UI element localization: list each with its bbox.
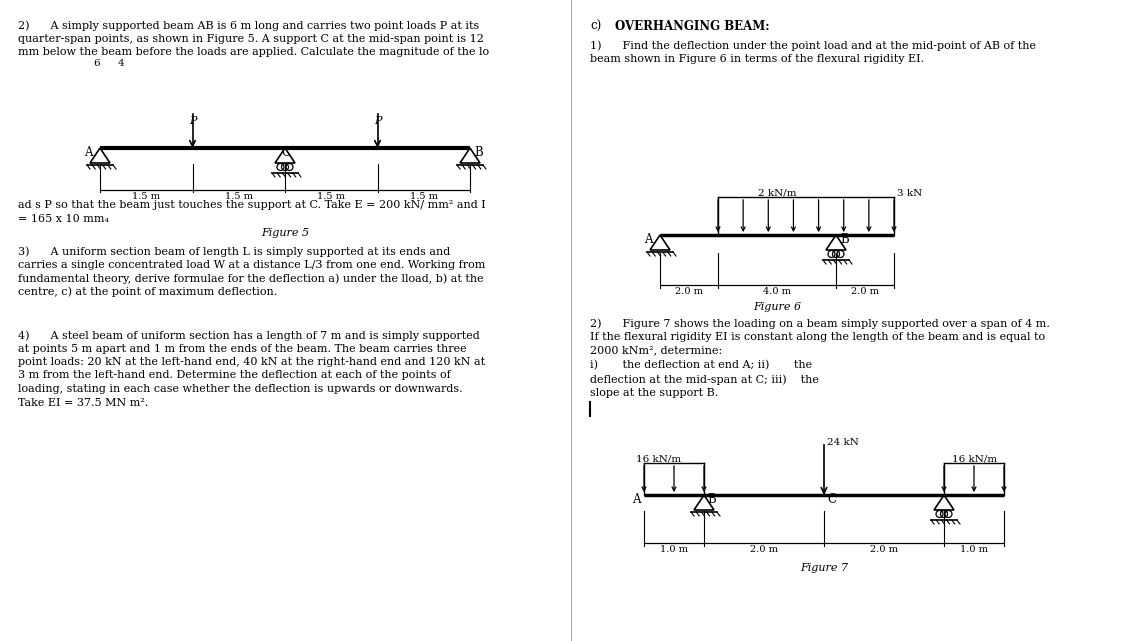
Text: i)       the deflection at end A; ii)       the: i) the deflection at end A; ii) the — [590, 360, 812, 370]
Text: ad s P so that the beam just touches the support at C. Take E = 200 kN/ mm² and : ad s P so that the beam just touches the… — [18, 200, 485, 210]
Text: = 165 x 10 mm₄: = 165 x 10 mm₄ — [18, 213, 109, 224]
Text: Figure 6: Figure 6 — [753, 302, 801, 312]
Text: 2.0 m: 2.0 m — [749, 545, 778, 554]
Text: C: C — [281, 146, 290, 159]
Text: 3 m from the left-hand end. Determine the deflection at each of the points of: 3 m from the left-hand end. Determine th… — [18, 370, 451, 381]
Text: 1.0 m: 1.0 m — [960, 545, 988, 554]
Text: 2000 kNm², determine:: 2000 kNm², determine: — [590, 345, 722, 355]
Text: Figure 5: Figure 5 — [261, 228, 309, 238]
Text: C: C — [827, 493, 836, 506]
Text: 3 kN: 3 kN — [898, 189, 923, 198]
Text: 1.5 m: 1.5 m — [224, 192, 253, 201]
Text: 24 kN: 24 kN — [827, 438, 859, 447]
Text: mm below the beam before the loads are applied. Calculate the magnitude of the l: mm below the beam before the loads are a… — [18, 47, 489, 57]
Text: 2)      A simply supported beam AB is 6 m long and carries two point loads P at : 2) A simply supported beam AB is 6 m lon… — [18, 20, 480, 31]
Text: 4)      A steel beam of uniform section has a length of 7 m and is simply suppor: 4) A steel beam of uniform section has a… — [18, 330, 480, 340]
Text: 2 kN/m: 2 kN/m — [757, 189, 796, 198]
Text: at points 5 m apart and 1 m from the ends of the beam. The beam carries three: at points 5 m apart and 1 m from the end… — [18, 344, 467, 353]
Text: quarter-span points, as shown in Figure 5. A support C at the mid-span point is : quarter-span points, as shown in Figure … — [18, 33, 484, 44]
Text: point loads: 20 kN at the left-hand end, 40 kN at the right-hand end and 120 kN : point loads: 20 kN at the left-hand end,… — [18, 357, 485, 367]
Text: fundamental theory, derive formulae for the deflection a) under the lload, b) at: fundamental theory, derive formulae for … — [18, 273, 484, 283]
Text: deflection at the mid-span at C; iii)    the: deflection at the mid-span at C; iii) th… — [590, 374, 819, 385]
Text: 1.5 m: 1.5 m — [318, 192, 345, 201]
Text: 3)      A uniform section beam of length L is simply supported at its ends and: 3) A uniform section beam of length L is… — [18, 246, 450, 256]
Text: loading, stating in each case whether the deflection is upwards or downwards.: loading, stating in each case whether th… — [18, 384, 462, 394]
Text: 4.0 m: 4.0 m — [763, 287, 790, 296]
Text: A: A — [644, 233, 653, 246]
Text: Take EI = 37.5 MN m².: Take EI = 37.5 MN m². — [18, 397, 148, 408]
Text: B: B — [474, 146, 483, 159]
Text: 1)      Find the deflection under the point load and at the mid-point of AB of t: 1) Find the deflection under the point l… — [590, 40, 1036, 51]
Text: Figure 7: Figure 7 — [800, 563, 849, 573]
Text: If the flexural rigidity EI is constant along the length of the beam and is equa: If the flexural rigidity EI is constant … — [590, 331, 1046, 342]
Text: 4: 4 — [118, 59, 124, 68]
Text: P: P — [375, 116, 382, 126]
Text: B: B — [707, 493, 715, 506]
Text: slope at the support B.: slope at the support B. — [590, 388, 719, 398]
Text: 16 kN/m: 16 kN/m — [952, 455, 997, 464]
Text: 2)      Figure 7 shows the loading on a beam simply supported over a span of 4 m: 2) Figure 7 shows the loading on a beam … — [590, 318, 1050, 329]
Text: 1.0 m: 1.0 m — [659, 545, 688, 554]
Text: c): c) — [590, 20, 601, 33]
Text: centre, c) at the point of maximum deflection.: centre, c) at the point of maximum defle… — [18, 287, 277, 297]
Text: A: A — [84, 146, 92, 159]
Text: carries a single concentrated load W at a distance L/3 from one end. Working fro: carries a single concentrated load W at … — [18, 260, 485, 269]
Text: A: A — [632, 493, 640, 506]
Text: OVERHANGING BEAM:: OVERHANGING BEAM: — [615, 20, 770, 33]
Text: 6: 6 — [93, 59, 99, 68]
Text: beam shown in Figure 6 in terms of the flexural rigidity EI.: beam shown in Figure 6 in terms of the f… — [590, 53, 924, 63]
Text: 2.0 m: 2.0 m — [870, 545, 898, 554]
Text: 1.5 m: 1.5 m — [410, 192, 437, 201]
Text: 1.5 m: 1.5 m — [132, 192, 161, 201]
Text: 2.0 m: 2.0 m — [851, 287, 879, 296]
Text: 2.0 m: 2.0 m — [675, 287, 703, 296]
Text: P: P — [189, 116, 197, 126]
Text: B: B — [839, 233, 849, 246]
Text: 16 kN/m: 16 kN/m — [636, 455, 681, 464]
